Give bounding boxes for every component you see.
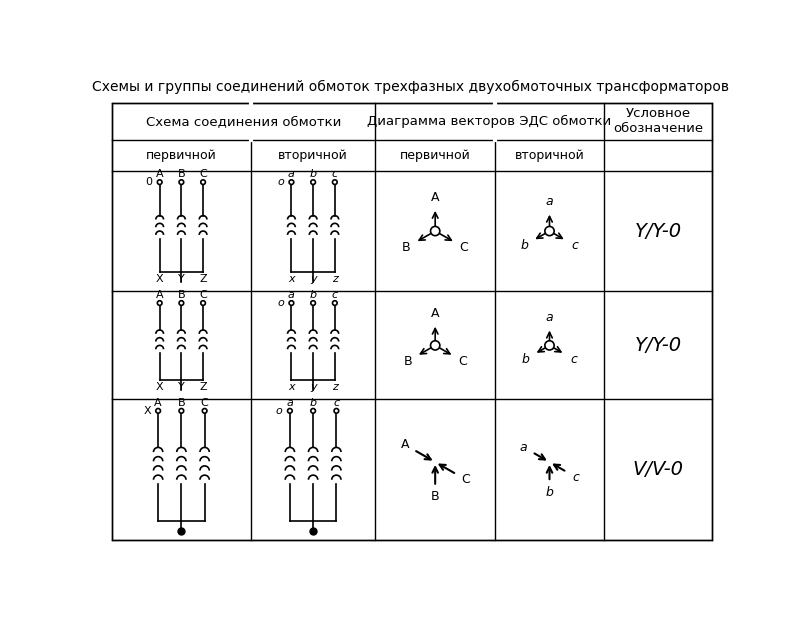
Text: y: y bbox=[310, 382, 317, 392]
Text: A: A bbox=[431, 192, 439, 205]
Text: c: c bbox=[571, 239, 578, 252]
Text: b: b bbox=[522, 352, 530, 366]
Text: B: B bbox=[402, 241, 410, 254]
Text: Y: Y bbox=[178, 382, 185, 392]
Text: Условное
обозначение: Условное обозначение bbox=[613, 107, 703, 135]
Text: Y: Y bbox=[178, 274, 185, 284]
Text: x: x bbox=[288, 274, 294, 284]
Text: b: b bbox=[546, 486, 554, 498]
Circle shape bbox=[310, 180, 315, 185]
Text: c: c bbox=[332, 170, 338, 180]
Text: b: b bbox=[310, 290, 317, 300]
Text: a: a bbox=[288, 290, 295, 300]
Text: B: B bbox=[178, 290, 185, 300]
Circle shape bbox=[289, 180, 294, 185]
Text: первичной: первичной bbox=[146, 149, 217, 162]
Text: b: b bbox=[310, 398, 317, 408]
Text: A: A bbox=[431, 307, 439, 321]
Circle shape bbox=[310, 409, 315, 413]
Circle shape bbox=[287, 409, 292, 413]
Text: Схемы и группы соединений обмоток трехфазных двухобмоточных трансформаторов: Схемы и группы соединений обмоток трехфа… bbox=[91, 80, 729, 95]
Text: a: a bbox=[546, 195, 554, 208]
Circle shape bbox=[158, 180, 162, 185]
Text: C: C bbox=[201, 398, 209, 408]
Circle shape bbox=[333, 180, 337, 185]
Circle shape bbox=[201, 180, 206, 185]
Text: a: a bbox=[286, 398, 294, 408]
Text: C: C bbox=[460, 241, 469, 254]
Text: o: o bbox=[276, 406, 282, 416]
Text: B: B bbox=[403, 355, 412, 367]
Circle shape bbox=[201, 300, 206, 305]
Text: x: x bbox=[288, 382, 294, 392]
Text: y: y bbox=[310, 274, 317, 284]
Text: a: a bbox=[546, 311, 554, 324]
Text: C: C bbox=[199, 290, 207, 300]
Circle shape bbox=[333, 300, 337, 305]
Text: c: c bbox=[572, 471, 579, 483]
Text: c: c bbox=[334, 398, 339, 408]
Text: a: a bbox=[288, 170, 295, 180]
Text: Y/Y-0: Y/Y-0 bbox=[634, 336, 682, 355]
Text: A: A bbox=[156, 290, 163, 300]
Text: Схема соединения обмотки: Схема соединения обмотки bbox=[146, 115, 341, 128]
Text: X: X bbox=[156, 274, 163, 284]
Text: Z: Z bbox=[199, 274, 207, 284]
Circle shape bbox=[310, 300, 315, 305]
Text: B: B bbox=[178, 398, 185, 408]
Circle shape bbox=[289, 300, 294, 305]
Circle shape bbox=[545, 227, 554, 235]
Text: c: c bbox=[570, 352, 577, 366]
Circle shape bbox=[430, 227, 440, 235]
Text: 0: 0 bbox=[146, 177, 152, 187]
Circle shape bbox=[334, 409, 338, 413]
Circle shape bbox=[158, 300, 162, 305]
Text: z: z bbox=[332, 382, 338, 392]
Text: Диаграмма векторов ЭДС обмотки: Диаграмма векторов ЭДС обмотки bbox=[367, 115, 611, 128]
Text: o: o bbox=[278, 177, 284, 187]
Text: c: c bbox=[332, 290, 338, 300]
Text: вторичной: вторичной bbox=[514, 149, 584, 162]
Text: b: b bbox=[310, 170, 317, 180]
Text: o: o bbox=[278, 298, 284, 308]
Text: A: A bbox=[156, 170, 163, 180]
Text: V/V-0: V/V-0 bbox=[633, 460, 683, 480]
Text: b: b bbox=[520, 239, 528, 252]
Text: A: A bbox=[401, 438, 410, 451]
Text: X: X bbox=[156, 382, 163, 392]
Circle shape bbox=[545, 341, 554, 350]
Text: Y/Y-0: Y/Y-0 bbox=[634, 222, 682, 240]
Text: первичной: первичной bbox=[400, 149, 470, 162]
Text: C: C bbox=[461, 473, 470, 486]
Text: C: C bbox=[458, 355, 467, 367]
Text: A: A bbox=[154, 398, 162, 408]
Circle shape bbox=[179, 180, 184, 185]
Text: a: a bbox=[519, 441, 527, 453]
Circle shape bbox=[179, 300, 184, 305]
Text: X: X bbox=[143, 406, 151, 416]
Text: вторичной: вторичной bbox=[278, 149, 348, 162]
Text: z: z bbox=[332, 274, 338, 284]
Text: B: B bbox=[178, 170, 185, 180]
Text: Z: Z bbox=[199, 382, 207, 392]
Circle shape bbox=[156, 409, 161, 413]
Text: C: C bbox=[199, 170, 207, 180]
Circle shape bbox=[179, 409, 184, 413]
Circle shape bbox=[202, 409, 207, 413]
Circle shape bbox=[430, 341, 440, 350]
Text: B: B bbox=[431, 490, 439, 503]
